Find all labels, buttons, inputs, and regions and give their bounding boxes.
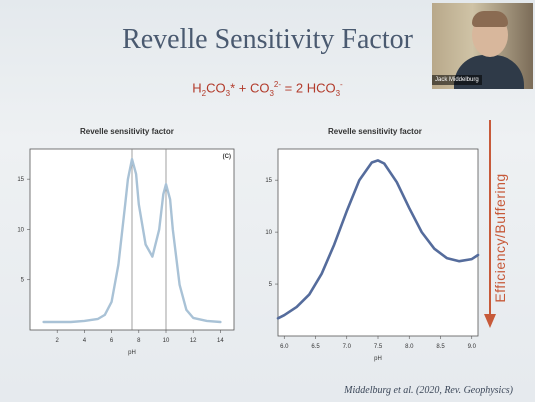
eq-equals-hco: = 2 HCO <box>281 80 336 96</box>
eq-co: CO <box>206 80 226 96</box>
right-chart-x-tick-label: 7.0 <box>343 344 352 350</box>
webcam-person-hair <box>472 11 508 27</box>
carbonate-equation: H2CO3* + CO32- = 2 HCO3- <box>0 80 535 98</box>
eq-hco3-sup: - <box>340 80 343 89</box>
right-chart-y-tick-label: 10 <box>265 230 272 236</box>
right-chart-y-tick-label: 5 <box>269 282 273 288</box>
citation: Middelburg et al. (2020, Rev. Geophysics… <box>344 385 513 396</box>
left-chart-x-tick-label: 6 <box>110 338 114 344</box>
slide-title: Revelle Sensitivity Factor <box>122 24 413 55</box>
right-chart-x-axis-label: pH <box>374 356 382 362</box>
right-chart-y-tick-label: 15 <box>265 178 272 184</box>
left-chart: 2 4 6 8 10 12 14 5 10 15 pH (C) <box>17 148 235 356</box>
right-chart: 6.0 6.5 7.0 7.5 8.0 8.5 9.0 5 10 15 pH <box>265 148 480 362</box>
webcam-name-label: Jack Middelburg <box>432 75 482 85</box>
right-chart-title: Revelle sensitivity factor <box>328 127 422 136</box>
left-chart-x-tick-label: 14 <box>217 338 224 344</box>
eq-co-sub: 3 <box>225 88 231 98</box>
eq-h-sub: 2 <box>201 88 207 98</box>
eq-co3-sup: 2- <box>273 80 282 89</box>
right-chart-x-tick-label: 9.0 <box>468 344 477 350</box>
right-chart-x-tick-label: 6.5 <box>311 344 320 350</box>
left-chart-x-tick-label: 12 <box>190 338 197 344</box>
eq-co3-sub: 3 <box>269 88 274 98</box>
left-chart-x-tick-label: 8 <box>137 338 141 344</box>
left-chart-x-tick-label: 10 <box>163 338 170 344</box>
right-chart-series-line <box>276 159 480 320</box>
right-chart-x-tick-label: 8.5 <box>436 344 445 350</box>
eq-hco3-sub: 3 <box>335 88 341 98</box>
right-chart-plot-frame <box>277 148 479 337</box>
left-chart-y-tick-label: 10 <box>17 227 24 233</box>
eq-h: H <box>192 80 202 96</box>
right-chart-x-tick-label: 8.0 <box>405 344 414 350</box>
left-chart-x-tick-label: 2 <box>56 338 60 344</box>
right-chart-x-tick-label: 7.5 <box>374 344 383 350</box>
left-chart-y-tick-label: 15 <box>17 177 24 183</box>
efficiency-label-text: Efficiency/Buffering <box>492 173 508 303</box>
webcam-video: Jack Middelburg <box>432 3 533 89</box>
right-chart-x-tick-label: 6.0 <box>280 344 289 350</box>
left-chart-panel-label: (C) <box>223 154 231 160</box>
efficiency-arrow <box>484 120 496 328</box>
eq-plus-co: + CO <box>235 80 270 96</box>
left-chart-series-line <box>42 157 222 324</box>
eq-star: * <box>230 80 236 96</box>
left-chart-y-tick-label: 5 <box>21 278 25 284</box>
left-chart-title: Revelle sensitivity factor <box>80 127 174 136</box>
left-chart-x-tick-label: 4 <box>83 338 87 344</box>
left-chart-x-axis-label: pH <box>128 350 136 356</box>
